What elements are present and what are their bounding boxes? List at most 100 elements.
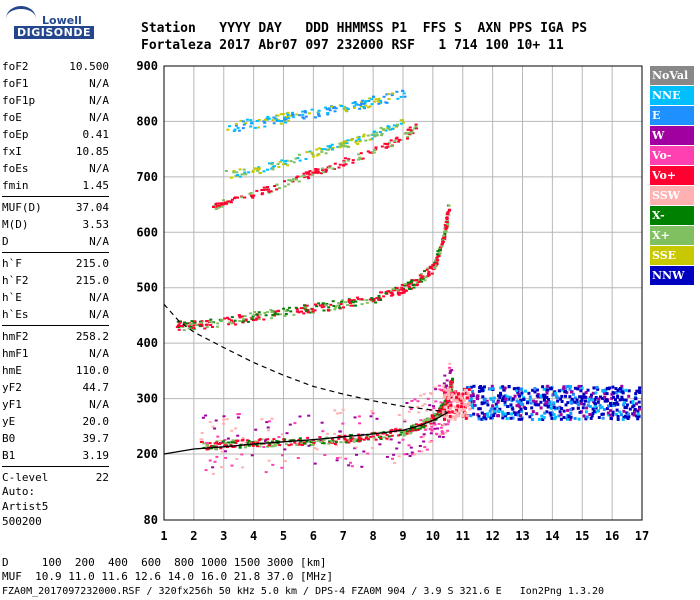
o-trace-dot — [449, 390, 453, 393]
ssw-dot — [454, 405, 458, 409]
x-tick-label: 2 — [190, 529, 197, 543]
o-trace-3hop-dot — [291, 180, 295, 183]
o-trace-3hop-dot — [410, 130, 414, 133]
upper-trace-dot — [281, 113, 285, 116]
upper-trace-dot — [362, 106, 366, 109]
o-trace-dot — [370, 432, 374, 435]
o-trace-3hop-dot — [409, 131, 413, 134]
spread-f-dot — [478, 385, 482, 389]
o-trace-3hop-dot — [252, 194, 256, 197]
o-trace-dot — [259, 442, 263, 445]
o-trace-3hop-dot — [217, 204, 221, 207]
o-trace-dot — [268, 443, 271, 446]
o-trace-2hop-dot — [395, 287, 399, 289]
x-trace-3hop-dot — [242, 168, 246, 171]
upper-trace-dot — [286, 115, 290, 117]
o-trace-2hop-dot — [444, 227, 448, 229]
ssw-dot — [447, 406, 451, 410]
spread-f-dot — [634, 397, 638, 401]
o-trace-dot — [412, 424, 416, 427]
o-trace-2hop-dot — [425, 275, 429, 278]
o-trace-dot — [359, 435, 363, 438]
spread-f-dot — [621, 391, 625, 395]
o-trace-dot — [431, 417, 435, 420]
o-trace-dot — [404, 432, 408, 435]
ssw-dot — [462, 414, 466, 418]
o-trace-dot — [430, 415, 434, 418]
scatter-dot — [436, 427, 439, 430]
upper-trace-dot — [284, 118, 288, 121]
o-trace-dot — [330, 440, 334, 443]
x-tick-label: 3 — [220, 529, 227, 543]
o-trace-dot — [446, 396, 450, 399]
o-trace-dot — [209, 447, 213, 450]
spread-f-dot — [551, 393, 555, 397]
o-trace-3hop-dot — [406, 128, 410, 131]
spread-f-dot — [594, 410, 598, 414]
plot-frame — [163, 65, 643, 521]
upper-trace-dot — [279, 113, 283, 116]
spread-f-dot — [585, 406, 589, 410]
x-trace-3hop-dot — [294, 157, 298, 160]
o-trace-dot — [442, 407, 446, 410]
spread-f-dot — [518, 410, 522, 413]
spread-f-dot — [633, 409, 637, 413]
scatter-dot — [370, 409, 374, 412]
spread-f-dot — [576, 406, 580, 410]
o-trace-2hop-dot — [412, 286, 416, 289]
spread-f-dot — [635, 389, 639, 393]
ssw-dot — [467, 401, 471, 405]
spread-f-dot — [483, 397, 487, 401]
spread-f-dot — [597, 416, 601, 419]
scatter-dot — [213, 427, 217, 430]
o-trace-2hop-dot — [447, 204, 451, 207]
spread-f-dot — [593, 405, 597, 409]
o-trace-2hop-dot — [429, 267, 432, 270]
upper-trace-dot — [385, 101, 389, 104]
spread-f-dot — [504, 414, 507, 418]
o-trace-3hop-dot — [289, 179, 293, 182]
o-trace-dot — [221, 441, 225, 444]
spread-f-dot — [476, 397, 480, 401]
o-trace-dot — [359, 436, 363, 439]
param-value: 10.85 — [75, 145, 109, 158]
scatter-dot — [416, 405, 420, 408]
upper-trace-dot — [249, 125, 253, 128]
spread-f-dot — [601, 389, 605, 393]
spread-f-dot — [518, 394, 521, 398]
param-name: foF2 — [2, 60, 29, 73]
scatter-dot — [333, 432, 337, 435]
scatter-dot — [421, 404, 425, 407]
spread-f-dot — [620, 384, 624, 388]
spread-f-dot — [520, 393, 524, 397]
o-trace-2hop-dot — [253, 311, 257, 313]
o-trace-dot — [345, 441, 349, 444]
o-trace-dot — [366, 434, 369, 437]
o-trace-2hop-dot — [257, 316, 261, 319]
spread-f-dot — [626, 417, 630, 420]
o-trace-dot — [276, 443, 280, 446]
spread-f-dot — [535, 403, 539, 407]
o-trace-2hop-dot — [321, 302, 325, 305]
o-trace-2hop-dot — [446, 204, 450, 207]
upper-trace-dot — [263, 118, 267, 121]
spread-f-dot — [506, 405, 510, 408]
o-trace-2hop-dot — [333, 308, 337, 311]
spread-f-dot — [485, 401, 489, 405]
spread-f-dot — [573, 396, 577, 400]
spread-f-dot — [584, 410, 588, 414]
o-trace-3hop-dot — [214, 203, 218, 205]
o-trace-2hop-dot — [434, 264, 438, 267]
spread-f-dot — [520, 391, 524, 395]
ssw-dot — [442, 388, 446, 392]
spread-f-dot — [470, 400, 474, 404]
o-trace-2hop-dot — [357, 298, 361, 301]
o-trace-2hop-dot — [434, 261, 437, 264]
o-trace-2hop-dot — [250, 317, 254, 320]
o-trace-dot — [251, 444, 255, 447]
spread-f-dot — [577, 403, 580, 406]
o-trace-2hop-dot — [397, 293, 401, 296]
param-value: N/A — [89, 291, 109, 304]
o-trace-3hop-dot — [408, 126, 412, 129]
scatter-dot — [280, 433, 284, 436]
